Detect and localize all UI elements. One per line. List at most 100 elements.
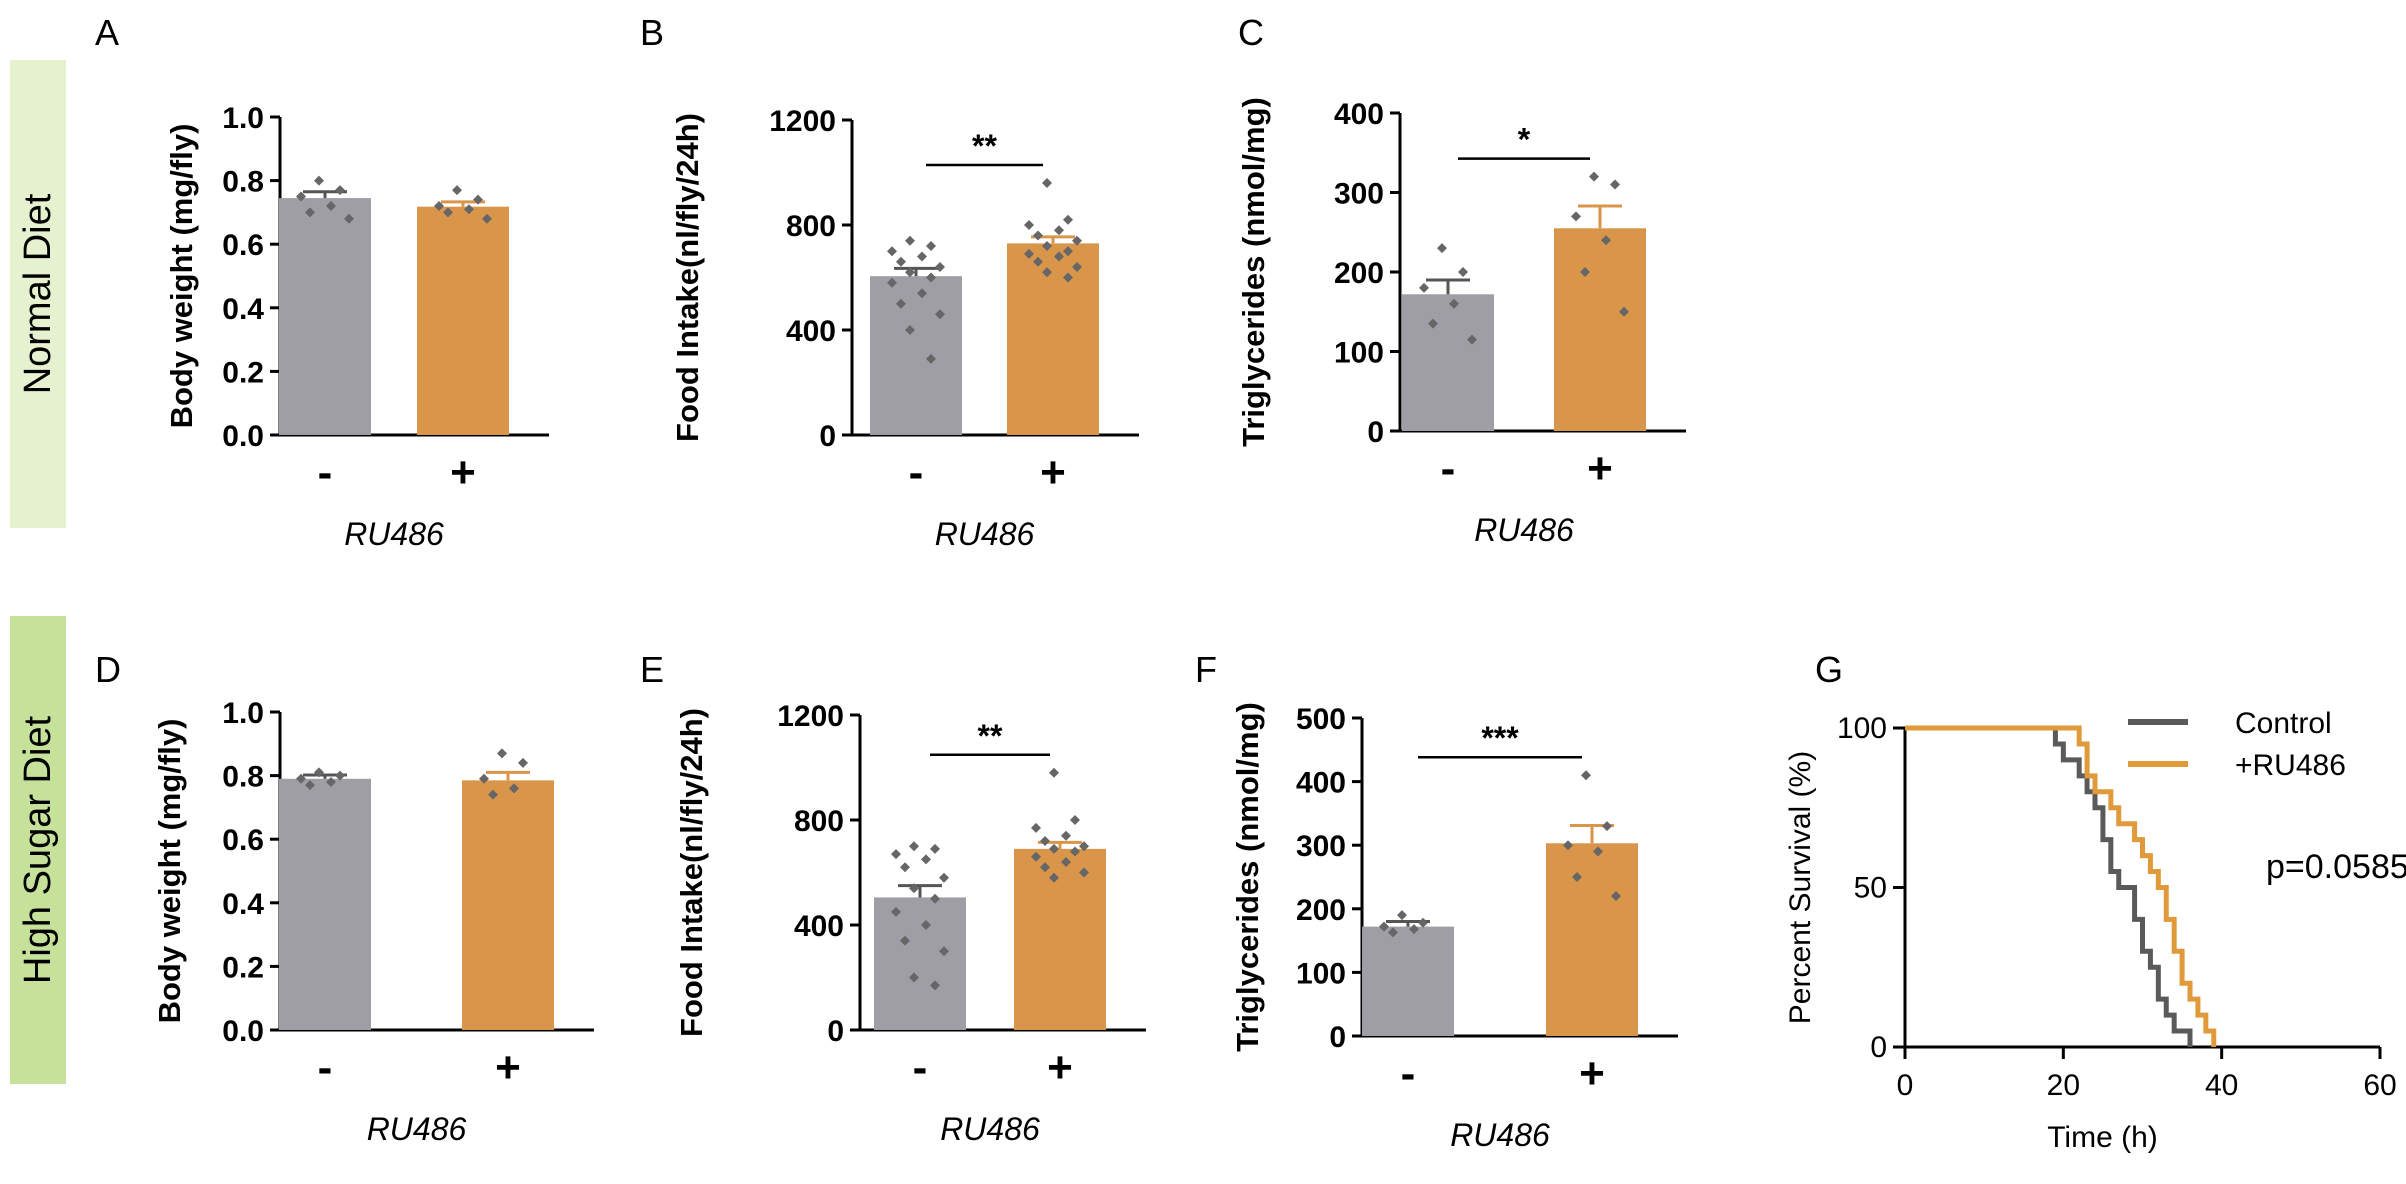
data-point-e <box>1040 862 1050 873</box>
data-point-e <box>891 849 901 860</box>
data-point-b <box>1024 220 1034 230</box>
data-point-f <box>1563 840 1573 851</box>
x-tick-label-b: + <box>1040 448 1066 497</box>
data-point-b <box>905 325 915 335</box>
data-point-c <box>1458 267 1468 277</box>
y-tick-label-g: 100 <box>1837 712 1887 745</box>
data-point-d <box>314 767 324 778</box>
survival-line-ru486 <box>1905 725 2217 1047</box>
data-point-f <box>1593 846 1603 857</box>
data-point-b <box>896 256 906 267</box>
row-label-high-sugar: High Sugar Diet <box>17 715 59 984</box>
y-tick-label-g: 50 <box>1854 872 1887 905</box>
bar-a-control <box>279 198 371 435</box>
y-axis-label-f: Triglycerides (nmol/mg) <box>1230 702 1265 1052</box>
x-tick-label-g: 0 <box>1897 1069 1914 1102</box>
data-point-e <box>1049 872 1059 883</box>
data-point-b <box>926 241 936 251</box>
data-point-a <box>344 213 354 224</box>
data-point-a <box>434 201 444 212</box>
data-point-f <box>1379 921 1389 932</box>
data-point-a <box>473 194 483 205</box>
y-tick-label-c: 400 <box>1334 98 1384 131</box>
x-tick-label-g: 20 <box>2047 1069 2080 1102</box>
x-tick-label-e: + <box>1047 1043 1073 1092</box>
y-tick-label-e: 800 <box>794 805 844 838</box>
y-tick-label-b: 1200 <box>769 105 836 138</box>
data-point-c <box>1619 306 1629 317</box>
data-point-b <box>1054 251 1064 262</box>
data-point-e <box>1040 836 1050 846</box>
data-point-d <box>335 770 345 781</box>
data-point-e <box>939 946 949 957</box>
legend-label-control: Control <box>2235 707 2332 740</box>
y-tick-label-g: 0 <box>1870 1031 1887 1064</box>
data-point-b <box>1033 256 1043 267</box>
data-point-d <box>305 780 315 791</box>
x-axis-label-d: RU486 <box>367 1111 467 1147</box>
data-point-e <box>1031 822 1041 833</box>
y-tick-label-f: 500 <box>1296 703 1346 736</box>
data-point-d <box>488 789 498 800</box>
data-point-b <box>1063 246 1073 257</box>
data-point-f <box>1418 917 1428 928</box>
data-point-c <box>1580 267 1590 277</box>
data-point-e <box>1031 851 1041 862</box>
y-tick-label-c: 0 <box>1367 416 1384 449</box>
data-point-e <box>921 920 931 930</box>
data-point-b <box>1054 225 1064 236</box>
y-tick-label-f: 400 <box>1296 767 1346 800</box>
y-tick-label-e: 0 <box>827 1015 844 1048</box>
data-point-a <box>335 185 345 196</box>
data-point-b <box>1042 178 1052 188</box>
bar-b-ru486 <box>1007 243 1099 435</box>
data-point-c <box>1437 243 1447 254</box>
row-label-normal <box>10 60 66 528</box>
data-point-c <box>1428 318 1438 329</box>
y-tick-label-e: 1200 <box>777 700 844 733</box>
bar-f-ru486 <box>1546 843 1638 1036</box>
x-tick-label-c: - <box>1441 444 1456 493</box>
y-tick-label-d: 0.2 <box>222 951 264 984</box>
x-tick-label-a: + <box>450 448 476 497</box>
x-tick-label-a: - <box>318 448 333 497</box>
data-point-c <box>1589 171 1599 182</box>
x-axis-label-g: Time (h) <box>2047 1121 2158 1154</box>
data-point-b <box>917 288 927 299</box>
row-label-normal: Normal Diet <box>17 193 59 394</box>
data-point-e <box>1049 843 1059 854</box>
y-tick-label-a: 0.6 <box>222 229 264 262</box>
data-point-c <box>1467 334 1477 345</box>
significance-label-e: ** <box>978 718 1003 754</box>
panel-label-b: B <box>640 12 664 53</box>
x-tick-label-b: - <box>909 448 924 497</box>
data-point-b <box>1042 241 1052 251</box>
y-axis-label-c: Triglycerides (nmol/mg) <box>1236 97 1271 447</box>
data-point-d <box>326 776 336 787</box>
y-tick-label-a: 1.0 <box>222 102 264 135</box>
y-tick-label-a: 0.2 <box>222 356 264 389</box>
y-axis-label-a: Body weight (mg/fly) <box>164 124 199 429</box>
data-point-a <box>452 185 462 196</box>
y-tick-label-b: 400 <box>786 315 836 348</box>
data-point-d <box>509 783 519 794</box>
x-axis-label-f: RU486 <box>1450 1117 1550 1153</box>
x-tick-label-d: - <box>318 1043 333 1092</box>
data-point-f <box>1602 821 1612 832</box>
data-point-b <box>905 235 915 246</box>
data-point-b <box>887 277 897 288</box>
panel-label-d: D <box>95 649 121 690</box>
data-point-d <box>479 773 489 784</box>
data-point-b <box>887 246 897 257</box>
x-tick-label-e: - <box>913 1043 928 1092</box>
data-point-e <box>1079 841 1089 852</box>
data-point-e <box>909 883 919 894</box>
y-tick-label-c: 200 <box>1334 257 1384 290</box>
y-tick-label-c: 100 <box>1334 337 1384 370</box>
x-axis-label-e: RU486 <box>940 1111 1040 1147</box>
panel-label-g: G <box>1815 649 1843 690</box>
x-tick-label-f: - <box>1401 1049 1416 1098</box>
bar-f-control <box>1362 926 1454 1036</box>
panel-label-e: E <box>640 649 664 690</box>
